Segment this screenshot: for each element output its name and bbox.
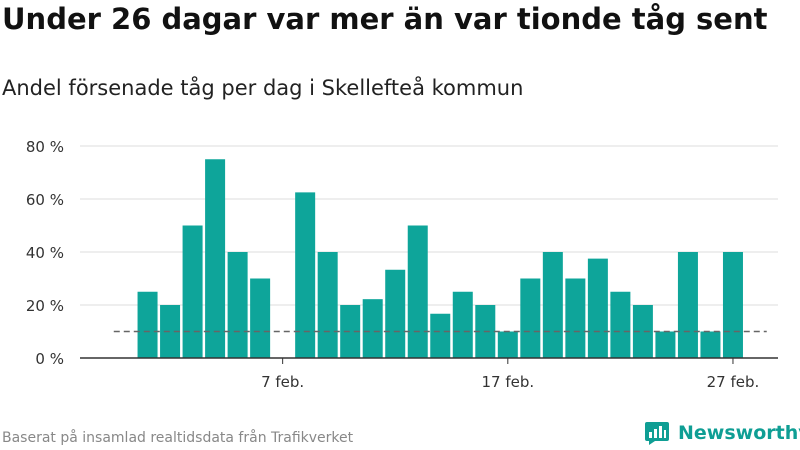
bar-9-feb (317, 252, 338, 358)
bar-27-feb (722, 252, 743, 358)
chart-subtitle: Andel försenade tåg per dag i Skellefteå… (2, 76, 524, 100)
y-tick-label: 0 % (35, 350, 64, 368)
y-tick-label: 80 % (26, 138, 64, 156)
bar-25-feb (677, 252, 698, 358)
bar-3-feb (160, 305, 181, 358)
x-tick-label: 7 feb. (261, 373, 304, 391)
bar-12-feb (385, 269, 406, 358)
bar-5-feb (205, 159, 226, 358)
bar-13-feb (407, 225, 428, 358)
bar-24-feb (655, 331, 676, 358)
y-tick-label: 40 % (26, 244, 64, 262)
bar-6-feb (227, 252, 248, 358)
bars (137, 159, 743, 358)
y-tick-label: 20 % (26, 297, 64, 315)
bar-18-feb (520, 278, 541, 358)
bar-17-feb (497, 331, 518, 358)
bar-20-feb (565, 278, 586, 358)
bar-11-feb (362, 299, 383, 358)
newsworthy-bar-chart-icon (645, 422, 669, 445)
bar-15-feb (452, 291, 473, 358)
axes: 0 % 20 % 40 % 60 % 80 % 7 feb. 17 feb. 27 feb. (26, 138, 778, 391)
bar-8-feb (295, 192, 316, 358)
bar-2-feb (137, 291, 158, 358)
bar-26-feb (700, 331, 721, 358)
chart-title: Under 26 dagar var mer än var tionde tåg… (2, 2, 768, 36)
y-tick-label: 60 % (26, 191, 64, 209)
x-tick-label: 17 feb. (481, 373, 534, 391)
bar-21-feb (587, 258, 608, 358)
bar-22-feb (610, 291, 631, 358)
bar-10-feb (340, 305, 361, 358)
bar-14-feb (430, 313, 451, 358)
brand-name: Newsworthy (678, 422, 800, 444)
bar-23-feb (632, 305, 653, 358)
x-tick-label: 27 feb. (707, 373, 760, 391)
brand-logo: Newsworthy (644, 420, 800, 446)
source-note: Baserat på insamlad realtidsdata från Tr… (2, 430, 354, 446)
bar-19-feb (542, 252, 563, 358)
bar-4-feb (182, 225, 203, 358)
bar-7-feb (250, 278, 271, 358)
